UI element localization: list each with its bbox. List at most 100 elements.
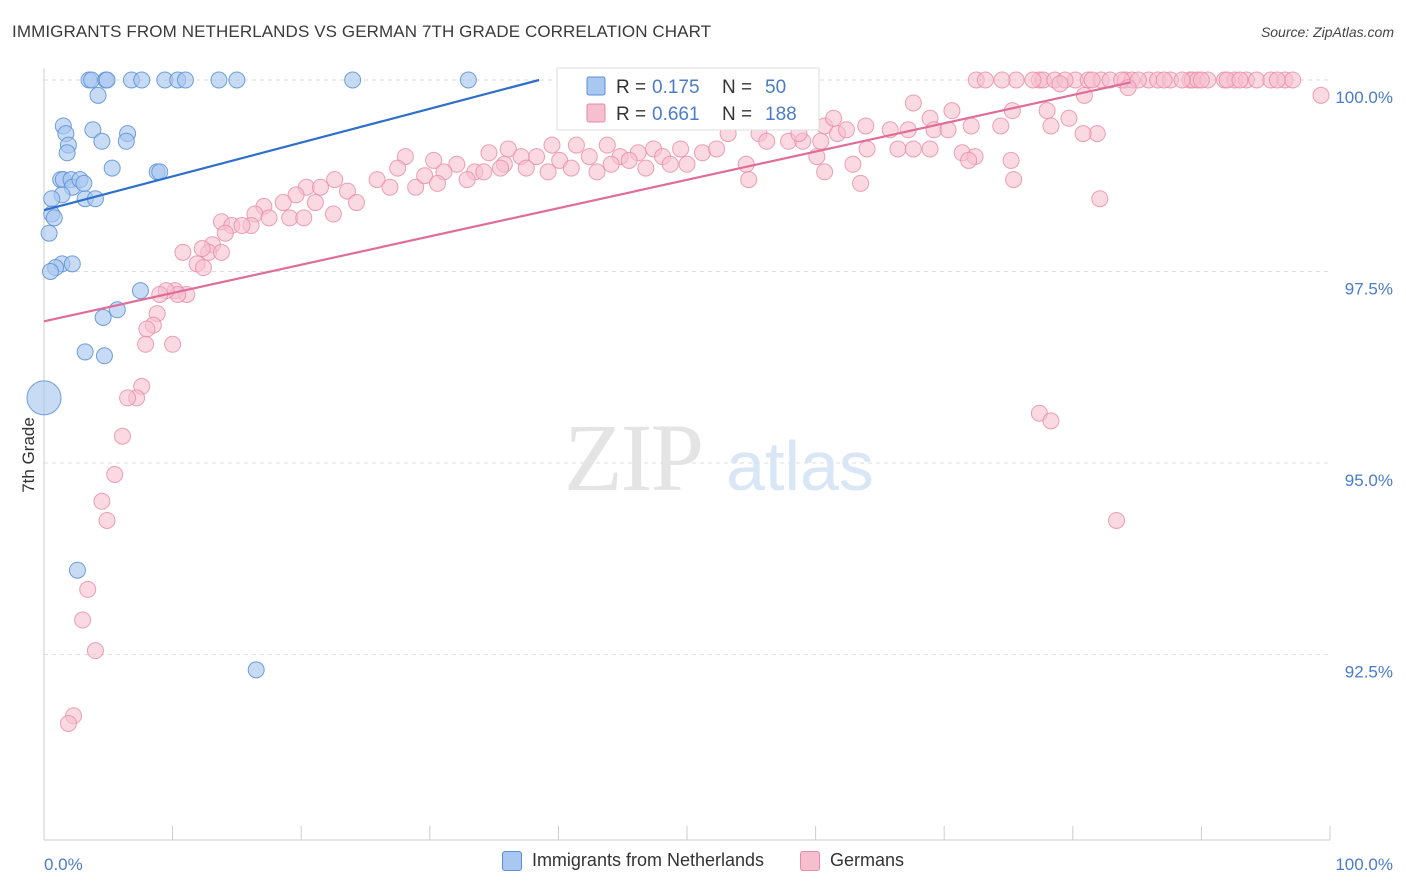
point-germans (1268, 71, 1286, 89)
source-label: Source: ZipAtlas.com (1260, 24, 1394, 40)
point-germans (889, 140, 907, 158)
point-netherlands (84, 121, 102, 139)
point-germans (740, 171, 758, 189)
point-germans (1173, 71, 1191, 89)
point-germans (1155, 71, 1173, 89)
point-germans (1248, 71, 1266, 89)
point-germans (106, 465, 124, 483)
point-germans (480, 144, 498, 162)
point-germans (904, 94, 922, 112)
point-germans (338, 182, 356, 200)
legend-item-netherlands[interactable]: Immigrants from Netherlands (501, 850, 765, 871)
point-netherlands (89, 86, 107, 104)
point-germans (1075, 86, 1093, 104)
watermark-zip: ZIP (564, 404, 702, 511)
point-germans (216, 224, 234, 242)
point-germans (993, 71, 1011, 89)
point-germans (857, 117, 875, 135)
y-tick-label: 92.5% (1345, 663, 1393, 682)
point-germans (164, 335, 182, 353)
point-netherlands (228, 71, 246, 89)
point-netherlands (58, 144, 76, 162)
point-netherlands (43, 190, 61, 208)
point-germans (113, 427, 131, 445)
point-germans (295, 209, 313, 227)
inset-swatch-blue (586, 76, 606, 96)
legend-label-netherlands: Immigrants from Netherlands (531, 850, 765, 870)
legend-item-germans[interactable]: Germans (800, 850, 904, 871)
y-tick-label: 95.0% (1345, 471, 1393, 490)
point-germans (287, 186, 305, 204)
point-netherlands (344, 71, 362, 89)
inset-n-value: 50 (765, 77, 786, 98)
point-netherlands (94, 308, 112, 326)
point-germans (1038, 102, 1056, 120)
inset-r-label: R = (616, 104, 646, 125)
point-germans (1284, 71, 1302, 89)
point-germans (137, 335, 155, 353)
point-germans (976, 71, 994, 89)
bottom-legend: Immigrants from Netherlands Germans (0, 850, 1406, 871)
point-germans (562, 159, 580, 177)
point-germans (458, 171, 476, 189)
point-germans (274, 194, 292, 212)
y-axis-title: 7th Grade (19, 417, 38, 493)
point-germans (347, 194, 365, 212)
point-netherlands (40, 224, 58, 242)
inset-r-label: R = (616, 77, 646, 98)
point-germans (678, 155, 696, 173)
point-germans (138, 320, 156, 338)
point-germans (368, 171, 386, 189)
point-netherlands (459, 71, 477, 89)
points-layer (26, 71, 1330, 732)
point-netherlands (76, 343, 94, 361)
point-germans (693, 144, 711, 162)
point-germans (737, 155, 755, 173)
point-germans (492, 159, 510, 177)
point-germans (852, 174, 870, 192)
point-germans (543, 136, 561, 154)
inset-r-value: 0.175 (652, 77, 700, 98)
point-germans (212, 243, 230, 261)
point-germans (74, 611, 92, 629)
inset-swatch-pink (586, 103, 606, 123)
watermark-atlas: atlas (726, 427, 874, 505)
point-germans (324, 205, 342, 223)
inset-legend: R = 0.175 N = 50 R = 0.661 N = 188 (556, 67, 820, 131)
point-netherlands (103, 159, 121, 177)
point-netherlands (41, 263, 59, 280)
point-netherlands (95, 347, 113, 365)
point-germans (580, 148, 598, 166)
point-netherlands (176, 71, 194, 89)
point-netherlands (133, 71, 151, 89)
point-germans (1024, 71, 1042, 89)
point-germans (708, 140, 726, 158)
point-netherlands (247, 661, 265, 679)
point-germans (381, 178, 399, 196)
point-germans (326, 171, 344, 189)
legend-swatch-pink (800, 850, 821, 871)
point-netherlands (68, 561, 86, 579)
inset-n-label: N = (722, 77, 752, 98)
point-germans (281, 209, 299, 227)
point-germans (812, 132, 830, 150)
point-germans (1007, 71, 1025, 89)
point-germans (1042, 117, 1060, 135)
point-netherlands (131, 282, 149, 300)
point-germans (407, 178, 425, 196)
point-netherlands (83, 71, 101, 89)
trendline-netherlands (43, 78, 540, 212)
point-germans (448, 155, 466, 173)
point-netherlands (98, 71, 116, 89)
point-germans (174, 243, 192, 261)
point-germans (79, 580, 97, 598)
inset-r-value: 0.661 (652, 104, 700, 125)
point-germans (306, 194, 324, 212)
point-germans (1192, 71, 1210, 89)
point-germans (844, 155, 862, 173)
point-germans (98, 511, 116, 529)
point-netherlands (75, 174, 93, 192)
point-netherlands (210, 71, 228, 89)
point-germans (1074, 125, 1092, 143)
